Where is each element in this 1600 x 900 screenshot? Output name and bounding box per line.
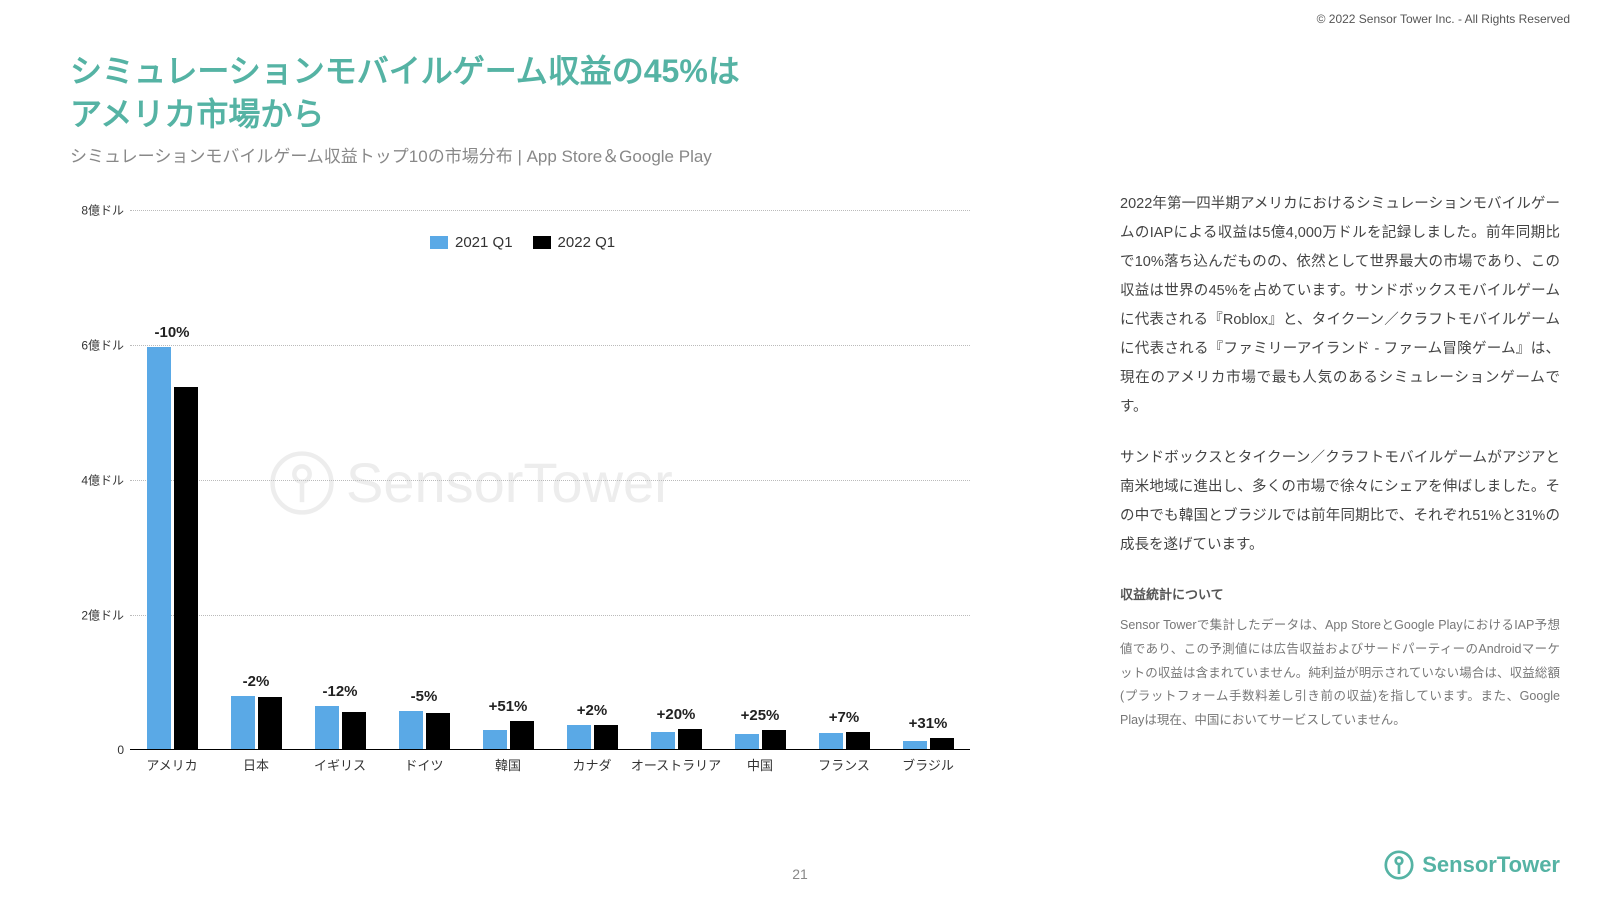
- delta-label: -2%: [243, 673, 270, 690]
- bar-group: -2%日本: [214, 696, 298, 749]
- chart-legend: 2021 Q1 2022 Q1: [430, 234, 615, 251]
- x-axis-label: 日本: [243, 755, 269, 774]
- bar-2021: [651, 732, 675, 749]
- bar-group: +20%オーストラリア: [634, 729, 718, 749]
- bar-chart: SensorTower 2021 Q1 2022 Q1 0 2億ドル 4億ドル 6億ドル…: [70, 210, 990, 810]
- bar-group: +51%韓国: [466, 721, 550, 749]
- bar-group: +31%ブラジル: [886, 738, 970, 749]
- bar-2021: [819, 733, 843, 749]
- delta-label: +51%: [489, 698, 528, 715]
- watermark-text: SensorTower: [346, 450, 673, 515]
- title-line-1: シミュレーションモバイルゲーム収益の45%は: [70, 53, 740, 89]
- bar-2021: [147, 347, 171, 749]
- x-axis-label: ブラジル: [902, 755, 954, 774]
- x-axis-label: 中国: [747, 755, 773, 774]
- brand-tower-icon: [1384, 850, 1414, 880]
- copyright-text: © 2022 Sensor Tower Inc. - All Rights Re…: [1317, 12, 1570, 26]
- watermark-tower-icon: [270, 451, 334, 515]
- delta-label: -12%: [322, 683, 357, 700]
- title-line-2: アメリカ市場から: [70, 96, 324, 132]
- bar-2022: [762, 730, 786, 749]
- grid-line: [130, 210, 970, 211]
- legend-label: 2022 Q1: [558, 234, 616, 251]
- bar-2021: [483, 730, 507, 749]
- y-axis-label: 4億ドル: [81, 472, 124, 489]
- delta-label: +7%: [829, 709, 859, 726]
- paragraph-2: サンドボックスとタイクーン／クラフトモバイルゲームがアジアと南米地域に進出し、多…: [1120, 444, 1560, 560]
- x-axis-label: オーストラリア: [631, 755, 721, 774]
- watermark: SensorTower: [270, 450, 673, 515]
- legend-item: 2022 Q1: [533, 234, 616, 251]
- legend-label: 2021 Q1: [455, 234, 513, 251]
- footer-brand: SensorTower: [1384, 850, 1560, 880]
- bar-group: +2%カナダ: [550, 725, 634, 749]
- bar-2021: [399, 711, 423, 749]
- grid-line: [130, 345, 970, 346]
- brand-text: SensorTower: [1422, 852, 1560, 878]
- note-body: Sensor Towerで集計したデータは、App StoreとGoogle P…: [1120, 614, 1560, 733]
- x-axis-label: アメリカ: [146, 755, 197, 774]
- legend-swatch: [430, 236, 448, 249]
- bar-2022: [426, 713, 450, 749]
- page-number: 21: [792, 866, 808, 882]
- y-axis-label: 8億ドル: [81, 202, 124, 219]
- bar-2022: [174, 387, 198, 749]
- delta-label: -5%: [411, 688, 438, 705]
- bar-2022: [342, 712, 366, 749]
- delta-label: +20%: [657, 706, 696, 723]
- bar-group: -10%アメリカ: [130, 347, 214, 749]
- commentary-column: 2022年第一四半期アメリカにおけるシミュレーションモバイルゲームのIAPによる…: [1120, 190, 1560, 733]
- x-axis-label: 韓国: [495, 755, 521, 774]
- note-heading: 収益統計について: [1120, 582, 1560, 608]
- y-axis-label: 0: [117, 743, 124, 757]
- y-axis-label: 2億ドル: [81, 607, 124, 624]
- bar-2022: [678, 729, 702, 749]
- bar-2022: [594, 725, 618, 749]
- bar-2022: [258, 697, 282, 749]
- bar-2022: [930, 738, 954, 749]
- x-axis-label: ドイツ: [404, 755, 443, 774]
- x-axis-label: フランス: [818, 755, 870, 774]
- legend-swatch: [533, 236, 551, 249]
- delta-label: +25%: [741, 707, 780, 724]
- bar-group: +7%フランス: [802, 732, 886, 749]
- x-axis-label: カナダ: [572, 755, 611, 774]
- x-axis-label: イギリス: [314, 755, 366, 774]
- legend-item: 2021 Q1: [430, 234, 513, 251]
- bar-2021: [567, 725, 591, 749]
- page-subtitle: シミュレーションモバイルゲーム収益トップ10の市場分布 | App Store＆…: [70, 142, 712, 167]
- delta-label: +31%: [909, 715, 948, 732]
- delta-label: -10%: [154, 324, 189, 341]
- bar-2022: [846, 732, 870, 749]
- bar-group: +25%中国: [718, 730, 802, 749]
- y-axis-label: 6億ドル: [81, 337, 124, 354]
- chart-plot: SensorTower 2021 Q12022 Q1 02億ドル4億ドル6億ドル…: [130, 210, 970, 750]
- bar-2022: [510, 721, 534, 749]
- paragraph-1: 2022年第一四半期アメリカにおけるシミュレーションモバイルゲームのIAPによる…: [1120, 190, 1560, 422]
- bar-2021: [903, 741, 927, 749]
- bar-group: -12%イギリス: [298, 706, 382, 749]
- grid-line: [130, 480, 970, 481]
- bar-2021: [231, 696, 255, 749]
- grid-line: [130, 615, 970, 616]
- bar-2021: [315, 706, 339, 749]
- delta-label: +2%: [577, 702, 607, 719]
- bar-group: -5%ドイツ: [382, 711, 466, 749]
- page-title: シミュレーションモバイルゲーム収益の45%は アメリカ市場から: [70, 50, 740, 136]
- bar-2021: [735, 734, 759, 749]
